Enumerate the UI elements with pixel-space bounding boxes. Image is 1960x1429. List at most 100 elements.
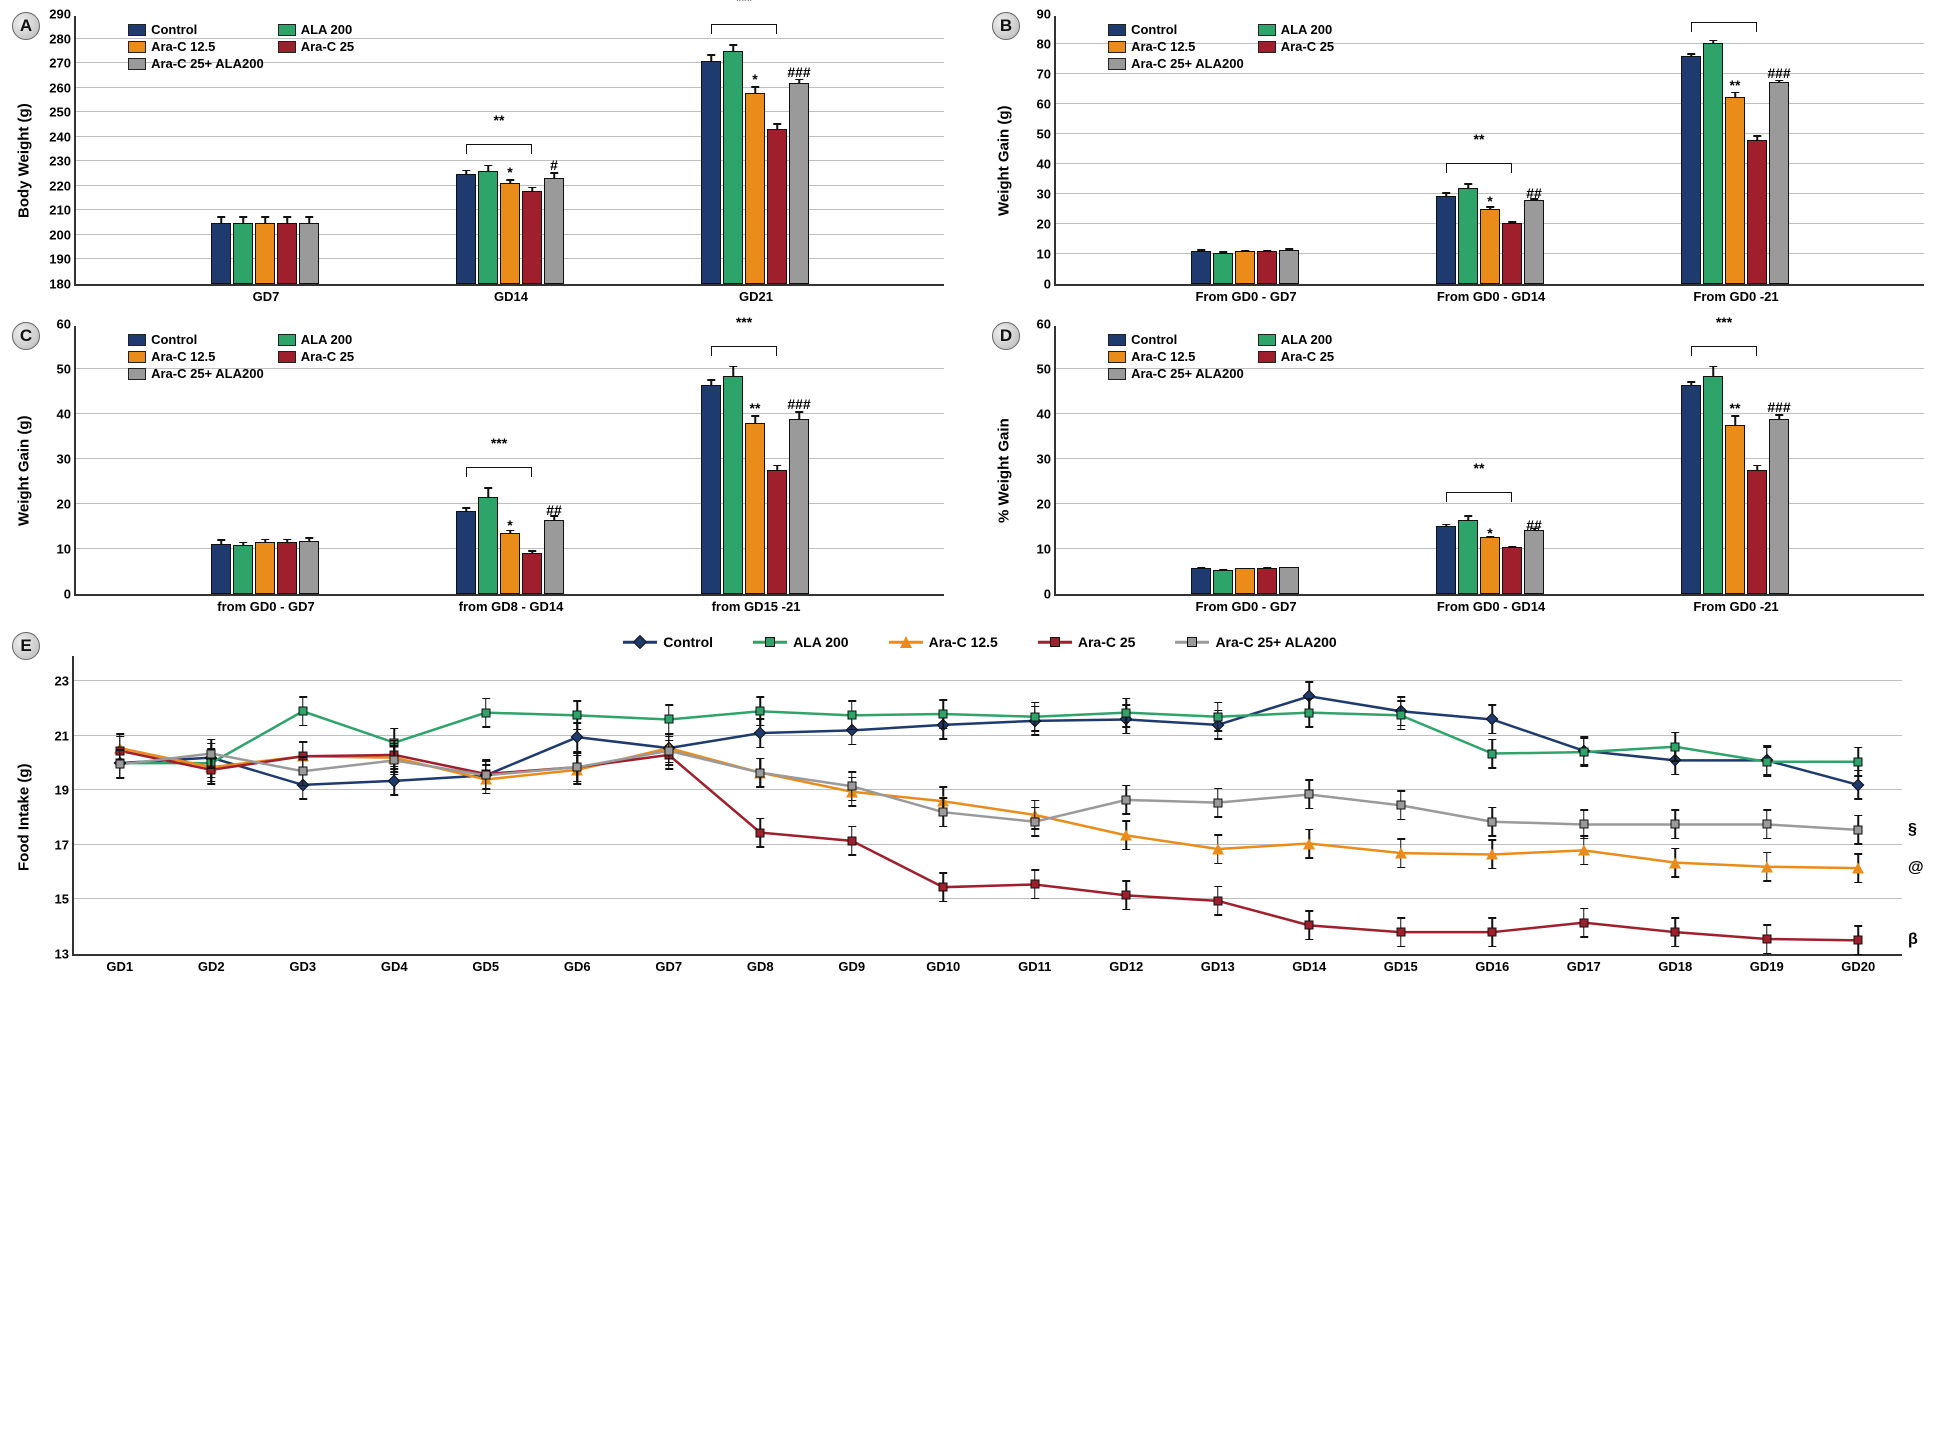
panel-label-b: B xyxy=(992,12,1020,40)
x-tick: GD18 xyxy=(1658,954,1692,974)
panel-e: EControlALA 200Ara-C 12.5Ara-C 25Ara-C 2… xyxy=(10,630,1950,982)
bar-ala200 xyxy=(478,171,498,284)
marker xyxy=(1122,708,1131,717)
chart-e: Food Intake (g)131517192123GD1GD2GD3GD4G… xyxy=(10,652,1950,982)
legend-item-arac125: Ara-C 12.5 xyxy=(1108,349,1244,364)
y-tick: 0 xyxy=(64,587,76,602)
bar-control xyxy=(701,385,721,594)
bar-group xyxy=(1191,250,1299,285)
legend-swatch xyxy=(128,24,146,36)
bar-arac125 xyxy=(500,533,520,594)
bar-combo xyxy=(1769,82,1789,285)
bar-group xyxy=(701,376,809,594)
error-bar xyxy=(776,123,778,130)
legend-item-ala200: ALA 200 xyxy=(278,22,354,37)
legend-swatch xyxy=(1108,351,1126,363)
marker xyxy=(1854,757,1863,766)
error-bar xyxy=(1467,515,1469,520)
bar-control xyxy=(1681,385,1701,594)
bar-combo xyxy=(789,419,809,595)
bar-ala200 xyxy=(1458,188,1478,284)
sig-bracket xyxy=(711,24,777,34)
y-tick: 260 xyxy=(49,80,76,95)
y-tick: 17 xyxy=(55,837,74,852)
bar-arac25 xyxy=(1747,140,1767,284)
x-tick: From GD0 - GD14 xyxy=(1437,594,1545,614)
marker xyxy=(481,708,490,717)
legend-swatch xyxy=(278,41,296,53)
bar-combo xyxy=(789,83,809,284)
marker xyxy=(1050,637,1060,647)
error-bar xyxy=(264,539,266,544)
y-tick: 0 xyxy=(1044,277,1056,292)
legend-swatch xyxy=(1108,41,1126,53)
marker xyxy=(1396,928,1405,937)
error-bar xyxy=(1778,414,1780,419)
marker xyxy=(939,883,948,892)
legend-swatch xyxy=(1258,334,1276,346)
bar-arac125 xyxy=(1480,537,1500,594)
y-tick: 30 xyxy=(57,452,76,467)
error-bar xyxy=(220,216,222,223)
x-tick: GD20 xyxy=(1841,954,1875,974)
bar-arac125 xyxy=(1235,251,1255,284)
marker xyxy=(1122,795,1131,804)
marker xyxy=(1213,798,1222,807)
legend-swatch xyxy=(278,334,296,346)
legend-item-arac125: Ara-C 12.5 xyxy=(889,634,998,650)
error-bar xyxy=(710,379,712,386)
legend-item-arac25: Ara-C 25 xyxy=(1258,39,1334,54)
error-bar xyxy=(1222,569,1224,571)
sig-bracket-label: ** xyxy=(1474,131,1485,147)
y-tick: 270 xyxy=(49,56,76,71)
points-layer xyxy=(74,656,1902,954)
error-bar xyxy=(1734,92,1736,98)
error-bar xyxy=(487,165,489,172)
y-tick: 60 xyxy=(1037,317,1056,332)
error-bar xyxy=(1489,206,1491,210)
bar-arac25 xyxy=(1257,251,1277,284)
legend-swatch xyxy=(128,334,146,346)
chart-a: Body Weight (g)1801902002102202302402502… xyxy=(10,10,970,312)
panel-label-c: C xyxy=(12,322,40,350)
bar-control xyxy=(1436,526,1456,594)
error-bar xyxy=(1533,198,1535,201)
error-bar xyxy=(509,530,511,535)
legend-swatch xyxy=(1108,58,1126,70)
error-bar xyxy=(1712,366,1714,377)
marker xyxy=(664,715,673,724)
plot-area: 0102030405060ControlALA 200Ara-C 12.5Ara… xyxy=(1054,326,1924,596)
marker xyxy=(1671,820,1680,829)
error-bar xyxy=(1288,248,1290,250)
error-bar xyxy=(1756,135,1758,141)
y-tick: 30 xyxy=(1037,452,1056,467)
y-tick: 20 xyxy=(1037,217,1056,232)
side-annot: @ xyxy=(1902,859,1924,877)
y-tick: 290 xyxy=(49,7,76,22)
sig-bracket xyxy=(1691,346,1757,356)
error-bar xyxy=(754,86,756,93)
error-bar xyxy=(798,411,800,419)
marker xyxy=(1303,838,1315,849)
bar-ala200 xyxy=(1703,376,1723,594)
marker xyxy=(1486,713,1499,726)
bar-group xyxy=(1436,520,1544,594)
bar-group xyxy=(211,541,319,594)
x-tick: From GD0 - GD7 xyxy=(1195,594,1296,614)
sig-bracket xyxy=(466,144,532,154)
legend: ControlALA 200Ara-C 12.5Ara-C 25Ara-C 25… xyxy=(1108,22,1334,71)
plot-area: 0102030405060708090ControlALA 200Ara-C 1… xyxy=(1054,16,1924,286)
side-annot: β xyxy=(1902,931,1918,949)
bar-control xyxy=(1191,568,1211,594)
legend-swatch xyxy=(1108,368,1126,380)
marker xyxy=(1852,863,1864,874)
plot-area: 131517192123GD1GD2GD3GD4GD5GD6GD7GD8GD9G… xyxy=(72,656,1902,956)
marker xyxy=(847,836,856,845)
y-tick: 70 xyxy=(1037,67,1056,82)
marker xyxy=(1122,891,1131,900)
sig-bracket-label: *** xyxy=(1716,0,1732,6)
error-bar xyxy=(553,172,555,179)
bar-ala200 xyxy=(1703,43,1723,285)
legend-label: Ara-C 25 xyxy=(301,39,354,54)
legend: ControlALA 200Ara-C 12.5Ara-C 25Ara-C 25… xyxy=(128,332,354,381)
